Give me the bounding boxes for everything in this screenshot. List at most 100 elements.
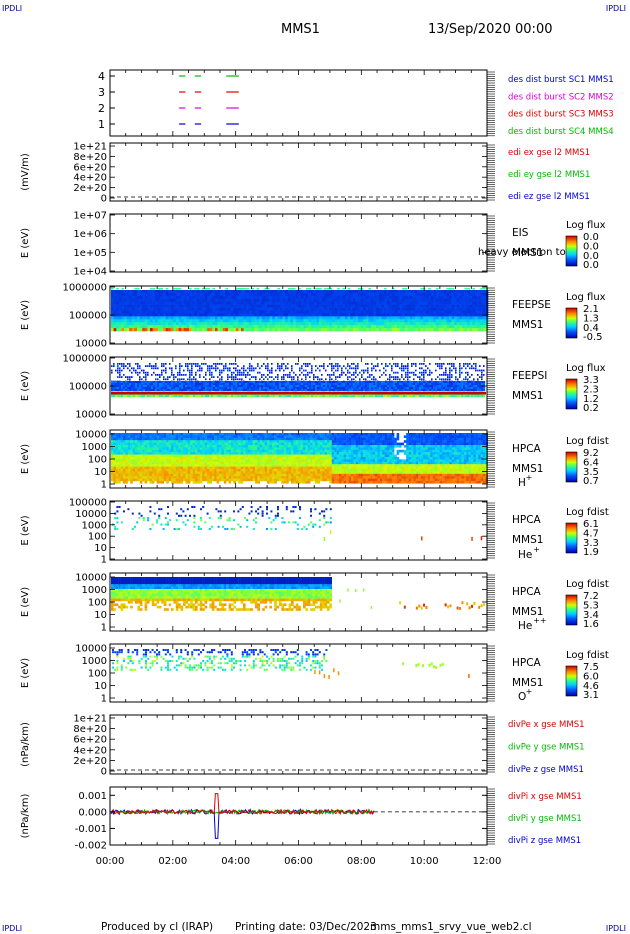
- feepsi-cell: [365, 378, 367, 381]
- feepsi-cell: [429, 371, 431, 374]
- feepsi-cell: [209, 374, 211, 376]
- feepse-cell: [131, 290, 135, 294]
- feepsi-cell: [443, 389, 446, 392]
- feepse-cell: [111, 325, 114, 329]
- hpca-h-cell: [168, 445, 172, 448]
- feepsi-cell: [423, 378, 425, 381]
- feepse-cell: [124, 322, 127, 326]
- feepsi-cell: [433, 381, 436, 384]
- feepsi-cell: [413, 378, 415, 381]
- feepse-cell: [345, 292, 348, 297]
- feepse-cell: [163, 316, 166, 320]
- feepsi-cell: [261, 383, 264, 386]
- feepse-cell: [228, 298, 231, 303]
- feepse-cell: [191, 313, 195, 317]
- feepse-cell: [176, 328, 179, 332]
- hpca-h-cell: [171, 440, 174, 443]
- feepse-cell: [298, 328, 302, 332]
- feepsi-cell: [307, 395, 310, 398]
- feepse-cell: [202, 313, 205, 317]
- feepse-cell: [293, 301, 296, 305]
- feepsi-cell: [207, 381, 210, 384]
- feepse-cell: [316, 304, 320, 308]
- feepsi-cell: [347, 385, 350, 388]
- feepse-cell: [163, 328, 166, 332]
- hpca-h-cell: [130, 447, 133, 450]
- feepsi-cell: [295, 395, 298, 398]
- feepse-cell: [321, 307, 325, 311]
- feepsi-cell: [239, 381, 242, 384]
- feepsi-cell: [417, 383, 420, 386]
- feepsi-cell: [381, 381, 384, 384]
- feepse-cell: [365, 328, 369, 332]
- feepsi-cell: [117, 389, 120, 392]
- feepsi-cell: [271, 385, 274, 388]
- feepsi-cell: [407, 363, 409, 365]
- feepsi-cell: [393, 383, 396, 386]
- feepse-cell: [139, 322, 143, 326]
- hpca-h-cell: [123, 481, 126, 484]
- hpca-h-cell: [139, 464, 143, 467]
- feepse-cell: [209, 298, 213, 303]
- hpca-h-cell: [149, 445, 152, 448]
- feepse-cell: [428, 298, 432, 303]
- feepse-cell: [280, 325, 283, 329]
- feepsi-cell: [215, 381, 218, 384]
- feepsi-cell: [309, 381, 312, 384]
- feepse-cell: [446, 295, 450, 300]
- feepse-cell: [391, 290, 395, 294]
- feepsi-cell: [373, 381, 376, 384]
- feepse-cell: [449, 319, 452, 323]
- feepsi-cell: [383, 381, 386, 384]
- feepsi-cell: [297, 395, 300, 398]
- hpca-h-cell: [178, 476, 181, 479]
- feepse-cell: [425, 292, 429, 297]
- feepsi-cell: [113, 389, 116, 392]
- feepse-cell: [235, 298, 239, 303]
- feepsi-cell: [337, 387, 340, 390]
- feepse-cell: [368, 301, 372, 305]
- feepse-cell: [280, 295, 283, 300]
- feepsi-cell: [175, 381, 178, 384]
- hpca-h-cell: [127, 464, 131, 467]
- feepse-cell: [246, 288, 249, 290]
- feepse-cell: [378, 319, 382, 323]
- feepsi-cell: [401, 389, 404, 392]
- feepsi-cell: [471, 383, 474, 386]
- hpca-h-cell: [151, 481, 155, 484]
- feepsi-cell: [449, 363, 451, 365]
- feepsi-cell: [303, 387, 306, 390]
- feepsi-cell: [449, 367, 451, 370]
- feepse-cell: [423, 322, 426, 326]
- feepsi-cell: [209, 371, 211, 374]
- feepsi-cell: [341, 374, 343, 376]
- feepse-cell: [352, 298, 356, 303]
- feepse-cell: [384, 319, 387, 323]
- feepse-cell: [303, 322, 307, 326]
- feepsi-cell: [347, 376, 349, 378]
- hpca-h-cell: [115, 454, 119, 458]
- feepse-cell: [186, 316, 190, 320]
- feepsi-cell: [169, 376, 171, 378]
- feepsi-cell: [195, 381, 198, 384]
- feepse-cell: [475, 325, 478, 329]
- feepsi-cell: [233, 381, 236, 384]
- feepse-cell: [202, 295, 205, 300]
- feepsi-cell: [445, 381, 448, 384]
- hpca-h-cell: [125, 452, 128, 455]
- feepsi-cell: [365, 363, 367, 365]
- feepse-cell: [459, 298, 463, 303]
- feepsi-cell: [329, 374, 331, 376]
- feepse-cell: [155, 298, 159, 303]
- feepse-cell: [475, 316, 478, 320]
- hpca-h-cell: [115, 449, 119, 453]
- feepse-cell: [118, 319, 122, 323]
- feepse-cell: [269, 322, 273, 326]
- feepsi-cell: [341, 395, 344, 398]
- hpca-h-cell: [159, 473, 162, 477]
- feepsi-cell: [293, 385, 296, 388]
- feepse-cell: [157, 292, 161, 297]
- feepsi-cell: [307, 387, 310, 390]
- feepsi-cell: [301, 371, 303, 374]
- feepse-cell: [454, 316, 458, 320]
